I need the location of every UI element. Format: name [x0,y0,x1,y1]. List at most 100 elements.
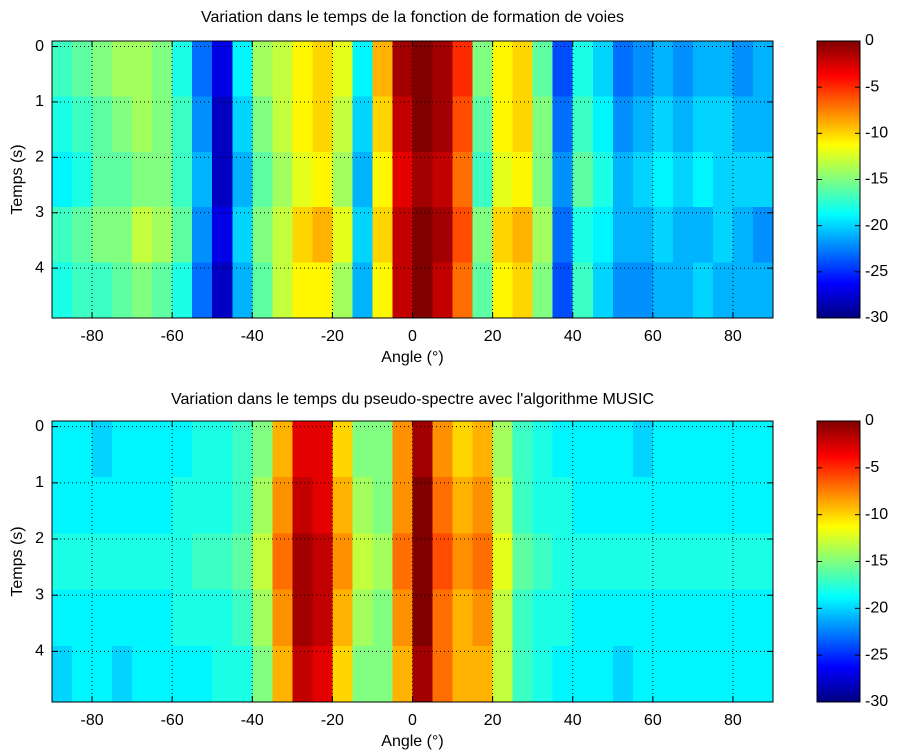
heatmap-cell [192,96,213,153]
heatmap-cell [372,262,393,319]
heatmap-cell [692,207,714,264]
heatmap-cell [652,262,674,319]
heatmap-cell [512,645,534,703]
heatmap-cell [572,533,594,591]
colorbar-tick-label: -25 [865,263,888,280]
heatmap-cell [552,421,574,478]
heatmap-cell [112,477,133,534]
heatmap-cell [672,207,694,264]
heatmap-cell [592,533,614,591]
heatmap-cell [672,589,694,647]
heatmap-cell [312,645,333,703]
heatmap-cell [332,207,353,264]
heatmap-cell [312,262,333,319]
heatmap-cell [252,589,273,647]
heatmap-cell [692,477,714,534]
colorbar [816,420,861,703]
heatmap-cell [592,96,614,153]
heatmap-cell [192,421,213,478]
heatmap-cell [552,151,574,208]
y-tick-label: 3 [35,204,44,221]
heatmap-cell [512,589,534,647]
heatmap-cell [112,645,133,703]
heatmap-cell [352,41,373,97]
heatmap-cell [292,41,313,97]
y-tick-label: 4 [35,259,44,276]
heatmap-cell [692,589,714,647]
heatmap-cell [492,151,514,208]
heatmap-cell [232,151,253,208]
heatmap-cell [572,151,594,208]
heatmap-cell [672,151,694,208]
heatmap-cell [732,589,754,647]
heatmap-cell [612,262,634,319]
heatmap-cell [372,589,393,647]
heatmap-cell [532,151,554,208]
heatmap-cell [692,645,714,703]
heatmap-cell [552,589,574,647]
heatmap-cell [452,477,474,534]
heatmap-cell [152,207,173,264]
heatmap-cell [572,589,594,647]
heatmap-cell [372,207,393,264]
heatmap-cell [52,41,73,97]
heatmap-cell [452,96,474,153]
heatmap-cell [452,645,474,703]
x-tick-label: -80 [80,712,103,729]
heatmap-cell [132,151,153,208]
heatmap-cell [152,96,173,153]
heatmap-cell [92,533,113,591]
heatmap-cell [272,151,293,208]
heatmap-cell [732,41,754,97]
heatmap-cell [632,477,654,534]
x-tick-label: -20 [321,712,344,729]
heatmap-cell [572,262,594,319]
heatmap-cell [712,421,734,478]
heatmap-cell [512,477,534,534]
x-axis-label: Angle (°) [381,349,443,366]
heatmap-cell [432,41,454,97]
heatmap-cell [272,421,293,478]
heatmap-cell [212,151,233,208]
heatmap-cell [152,477,173,534]
x-tick-label: 60 [644,328,662,345]
heatmap-cell [612,421,634,478]
heatmap-cell [272,589,293,647]
heatmap-cell [232,96,253,153]
heatmap-cell [52,477,73,534]
heatmap-cell [532,96,554,153]
heatmap-cell [212,262,233,319]
heatmap-cell [132,207,153,264]
heatmap-cell [572,421,594,478]
heatmap-cell [432,645,454,703]
heatmap-cell [752,262,774,319]
heatmap-cell [472,151,494,208]
heatmap-cell [392,207,413,264]
heatmap-cell [652,477,674,534]
heatmap-cell [712,262,734,319]
heatmap-cell [72,421,93,478]
heatmap-cell [592,421,614,478]
heatmap-cell [492,262,514,319]
heatmap-cell [652,151,674,208]
heatmap-cell [732,421,754,478]
heatmap-cell [712,41,734,97]
colorbar-tick-label: -20 [865,217,888,234]
colorbar-tick-label: 0 [865,32,874,49]
heatmap-cell [272,96,293,153]
heatmap-cell [512,151,534,208]
heatmap-cell [752,41,774,97]
heatmap-cell [672,96,694,153]
colorbar-tick-label: -5 [865,78,879,95]
heatmap-cell [592,477,614,534]
heatmap-cell [612,207,634,264]
heatmap-cell [192,477,213,534]
heatmap-cell [512,421,534,478]
heatmap-cell [412,589,434,647]
heatmap-cell [272,477,293,534]
heatmap-cell [452,421,474,478]
heatmap-cell [372,96,393,153]
heatmap-cell [112,96,133,153]
heatmap-cell [552,645,574,703]
heatmap-cell [752,207,774,264]
